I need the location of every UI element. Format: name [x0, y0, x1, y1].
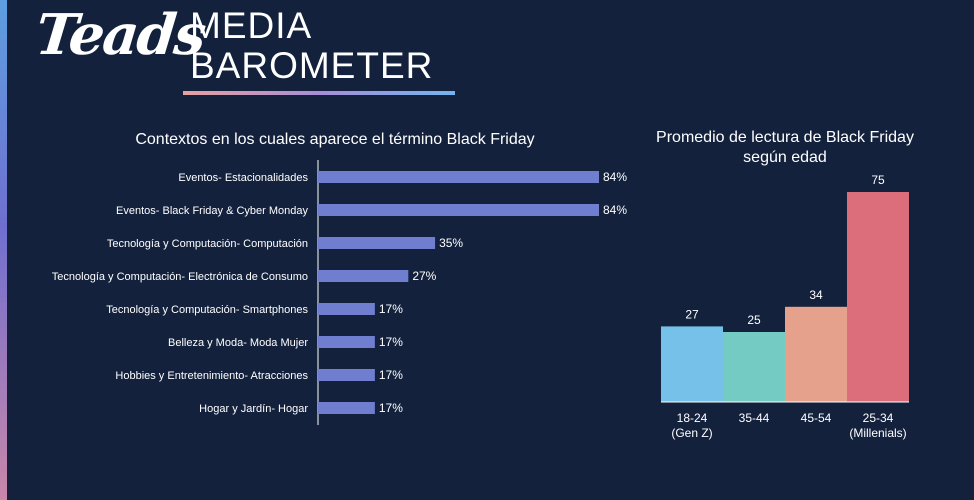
age-bar — [723, 332, 785, 402]
age-category-label: (Millenials) — [849, 426, 906, 440]
context-chart-title: Contextos en los cuales aparece el térmi… — [135, 131, 535, 148]
context-value-label: 17% — [379, 302, 403, 316]
age-chart-title: Promedio de lectura de Black Friday segú… — [656, 129, 914, 166]
context-bar — [318, 369, 375, 381]
brand-underline — [183, 91, 455, 95]
context-value-label: 84% — [603, 203, 627, 217]
brand-title: MEDIA BAROMETER — [190, 6, 433, 86]
age-value-label: 75 — [871, 173, 885, 187]
context-value-label: 17% — [379, 335, 403, 349]
context-value-label: 84% — [603, 170, 627, 184]
context-bar — [318, 204, 599, 216]
age-category-label: 25-34 — [863, 411, 894, 425]
age-bar — [847, 192, 909, 402]
context-bar — [318, 171, 599, 183]
context-category-label: Eventos- Black Friday & Cyber Monday — [116, 205, 308, 217]
age-category-label: 45-54 — [801, 411, 832, 425]
context-category-label: Hobbies y Entretenimiento- Atracciones — [115, 370, 308, 382]
left-edge-accent — [0, 0, 7, 500]
age-category-label: 35-44 — [739, 411, 770, 425]
context-bar — [318, 237, 436, 249]
age-value-label: 34 — [809, 288, 823, 302]
context-value-label: 17% — [379, 368, 403, 382]
age-bar — [785, 306, 847, 402]
context-bar — [318, 303, 375, 315]
context-value-label: 35% — [439, 236, 463, 250]
context-category-label: Belleza y Moda- Moda Mujer — [168, 337, 308, 349]
context-bar — [318, 336, 375, 348]
age-value-label: 27 — [685, 307, 699, 321]
brand-title-line2: BAROMETER — [190, 45, 434, 86]
context-category-label: Tecnología y Computación- Smartphones — [106, 304, 308, 316]
age-category-label: (Gen Z) — [671, 426, 712, 440]
context-bar — [318, 402, 375, 414]
context-value-label: 27% — [412, 269, 436, 283]
context-category-label: Hogar y Jardín- Hogar — [199, 403, 308, 415]
context-bar — [318, 270, 409, 282]
context-category-label: Tecnología y Computación- Computación — [107, 238, 308, 250]
context-category-label: Eventos- Estacionalidades — [178, 172, 308, 184]
brand-title-line1: MEDIA — [190, 5, 313, 46]
context-value-label: 17% — [379, 401, 403, 415]
context-category-label: Tecnología y Computación- Electrónica de… — [52, 271, 308, 283]
age-bar — [661, 326, 723, 402]
age-value-label: 25 — [747, 313, 761, 327]
age-category-label: 18-24 — [677, 411, 708, 425]
